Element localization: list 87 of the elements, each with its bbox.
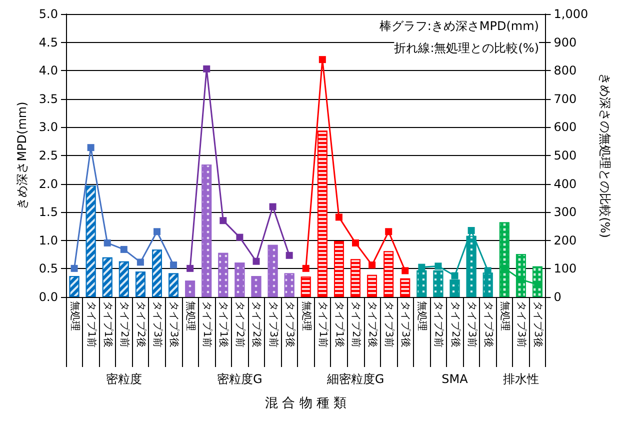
point (203, 65, 210, 72)
point (434, 262, 442, 270)
x-tick-label: タイプ3後 (482, 301, 494, 348)
y2-tick-label: 300 (554, 205, 577, 220)
point (153, 228, 160, 236)
x-tick-label: タイプ1後 (218, 301, 230, 348)
x-tick-label: タイプ3後 (284, 301, 296, 348)
x-tick-label: タイプ3後 (168, 301, 180, 348)
x-tick-label: タイプ2後 (366, 301, 379, 348)
point (368, 262, 376, 269)
y2-tick-label: 700 (554, 92, 577, 106)
text: 密粒度G (217, 372, 262, 386)
x-tick-label: タイプ2後 (449, 301, 462, 348)
y-tick-label: 0.5 (38, 262, 58, 276)
point (120, 246, 128, 253)
point (170, 262, 178, 269)
point (252, 258, 260, 265)
point (286, 252, 293, 259)
x-tick-label: タイプ1前 (316, 301, 329, 348)
point (402, 267, 409, 274)
y-tick-label: 1.0 (38, 233, 58, 248)
x-tick-label: 無処理 (498, 301, 511, 331)
y2-tick-label: 0 (554, 290, 562, 304)
x-tick-label: タイプ2前 (118, 301, 130, 348)
point (136, 258, 144, 266)
y2-axis-title: きめ深さの無処理との比較(%) (598, 73, 612, 238)
y2-tick-label: 600 (554, 120, 577, 134)
y-tick-label: 4.5 (38, 35, 58, 50)
point (70, 264, 78, 272)
y-tick-label: 4.0 (38, 64, 58, 78)
y2-tick-label: 400 (554, 176, 577, 191)
x-tick-label: タイプ3前 (515, 301, 528, 348)
x-tick-label: タイプ2前 (234, 301, 246, 348)
y-tick-label: 2.5 (38, 148, 58, 162)
x-tick-label: タイプ2前 (432, 301, 445, 348)
point (186, 264, 194, 272)
y2-tick-label: 900 (554, 35, 577, 50)
point (269, 203, 276, 210)
text: 排水性 (502, 372, 539, 386)
y-tick-label: 3.0 (38, 120, 58, 134)
y2-tick-label: 800 (554, 64, 577, 78)
point (335, 214, 342, 221)
point (318, 56, 326, 64)
x-tick-label: タイプ1後 (102, 301, 114, 348)
point (104, 239, 111, 246)
x-tick-label: 無処理 (300, 301, 312, 331)
x-tick-label: タイプ3後 (400, 301, 412, 348)
x-tick-label: タイプ3前 (151, 301, 164, 348)
point (87, 144, 94, 152)
point (468, 226, 475, 234)
text: 密粒度 (106, 372, 142, 386)
point (352, 239, 359, 246)
point (385, 228, 392, 236)
y-tick-label: 0.0 (38, 290, 58, 304)
y2-tick-label: 100 (554, 262, 577, 276)
y-tick-label: 5.0 (38, 7, 58, 21)
x-tick-label: 無処理 (68, 301, 81, 331)
y2-tick-label: 500 (554, 148, 577, 162)
y-tick-label: 2.0 (38, 176, 58, 191)
point (302, 264, 310, 272)
x-tick-label: タイプ1前 (201, 301, 214, 348)
x-tick-label: タイプ2後 (134, 301, 147, 348)
x-tick-label: タイプ2前 (350, 301, 362, 348)
y-axis-title: きめ深さMPD(mm) (15, 102, 29, 210)
x-tick-label: 無処理 (416, 301, 428, 331)
x-tick-label: タイプ1後 (333, 301, 346, 348)
y-tick-label: 3.5 (38, 92, 58, 106)
x-tick-label: タイプ2後 (250, 301, 263, 348)
text: SMA (442, 372, 469, 386)
x-tick-label: タイプ1前 (85, 301, 98, 348)
annotation: 棒グラフ:きめ深さMPD(mm) (379, 19, 539, 33)
point (220, 217, 227, 224)
y2-tick-label: 1,000 (554, 7, 588, 21)
x-tick-label: タイプ3前 (267, 301, 280, 348)
x-axis-title: 混 合 物 種 類 (265, 396, 347, 411)
point (451, 272, 458, 280)
x-tick-label: 無処理 (184, 301, 197, 331)
y-tick-label: 1.5 (38, 205, 58, 220)
point (236, 234, 244, 241)
annotation: 折れ線:無処理との比較(%) (394, 41, 539, 55)
point (418, 264, 426, 271)
text: 細密粒度G (326, 372, 384, 386)
point (484, 267, 492, 274)
y2-tick-label: 200 (554, 233, 577, 248)
x-tick-label: タイプ3前 (383, 301, 396, 348)
x-tick-label: タイプ3後 (532, 301, 544, 348)
x-tick-label: タイプ3前 (466, 301, 478, 348)
